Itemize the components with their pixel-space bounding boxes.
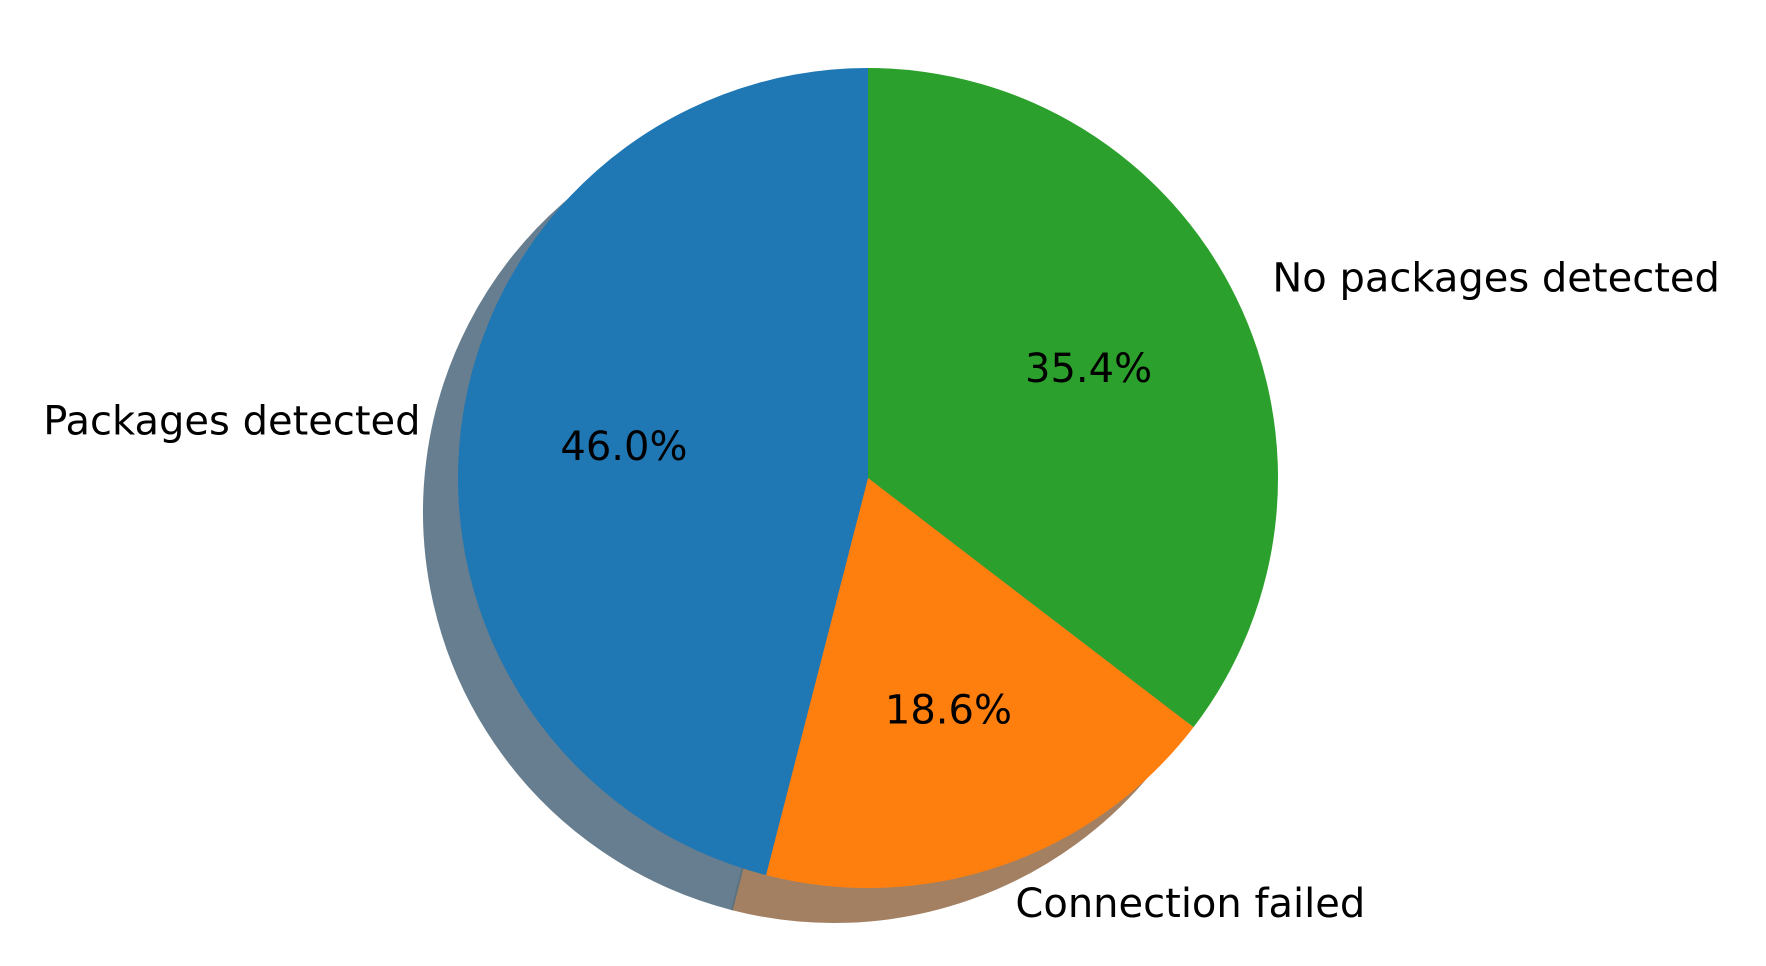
pct-label-packages-detected: 46.0% xyxy=(560,424,687,470)
slice-label-connection-failed: Connection failed xyxy=(1015,881,1365,927)
slice-no-packages-detected xyxy=(868,68,1278,728)
pie-labels: 35.4% No packages detected 18.6% Connection… xyxy=(43,255,1720,927)
slice-label-no-packages-detected: No packages detected xyxy=(1272,255,1720,301)
slice-connection-failed xyxy=(766,478,1194,888)
slice-label-packages-detected: Packages detected xyxy=(43,398,420,444)
pct-label-no-packages-detected: 35.4% xyxy=(1025,346,1152,392)
pie-slices xyxy=(457,68,1278,888)
slice-packages-detected xyxy=(457,68,868,876)
pct-label-connection-failed: 18.6% xyxy=(885,687,1012,733)
